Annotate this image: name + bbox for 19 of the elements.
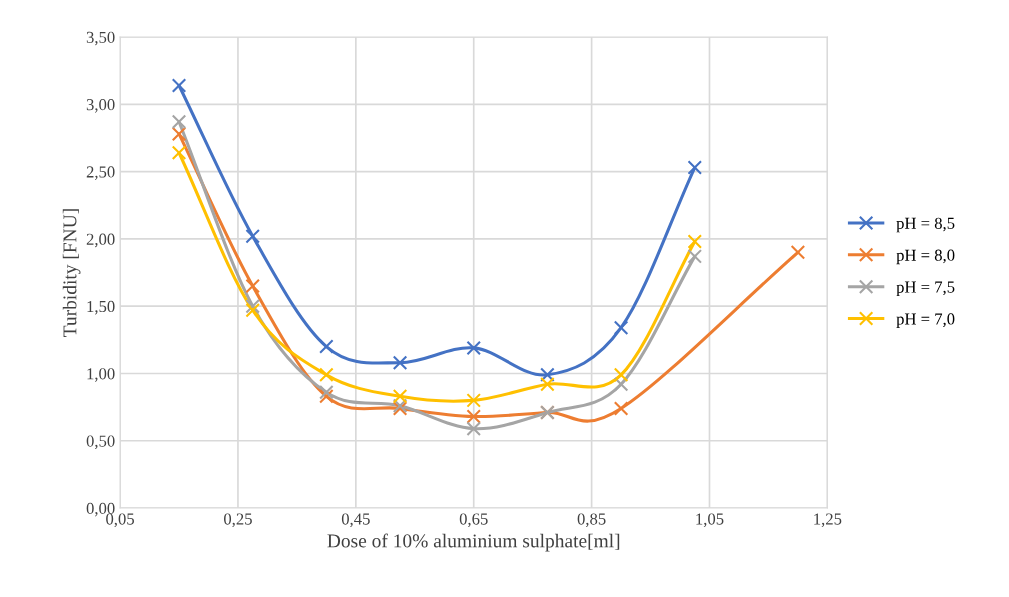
legend-label: pH = 7,0 (896, 313, 955, 328)
x-tick-label: 0,45 (341, 513, 370, 528)
x-tick-label: 1,25 (814, 513, 842, 528)
x-tick-label: 1,05 (696, 513, 724, 528)
y-tick-label: 0,50 (86, 435, 115, 450)
x-tick-label: 0,65 (459, 513, 488, 528)
y-tick-label: 2,00 (86, 233, 115, 248)
y-axis-title: Turbidity [FNU] (62, 209, 81, 337)
x-axis-title: Dose of 10% aluminium sulphate[ml] (327, 533, 620, 552)
x-tick-label: 0,25 (224, 513, 252, 528)
y-tick-label: 1,00 (87, 368, 115, 382)
legend-label: pH = 8,0 (896, 249, 955, 265)
y-tick-label: 1,50 (87, 300, 115, 315)
y-tick-label: 3,50 (86, 31, 115, 46)
legend-label: pH = 8,5 (896, 217, 955, 233)
x-tick-label: 0,85 (577, 513, 606, 528)
y-tick-label: 3,00 (86, 99, 115, 113)
y-tick-label: 2,50 (86, 166, 115, 180)
legend-label: pH = 7,5 (896, 281, 955, 297)
